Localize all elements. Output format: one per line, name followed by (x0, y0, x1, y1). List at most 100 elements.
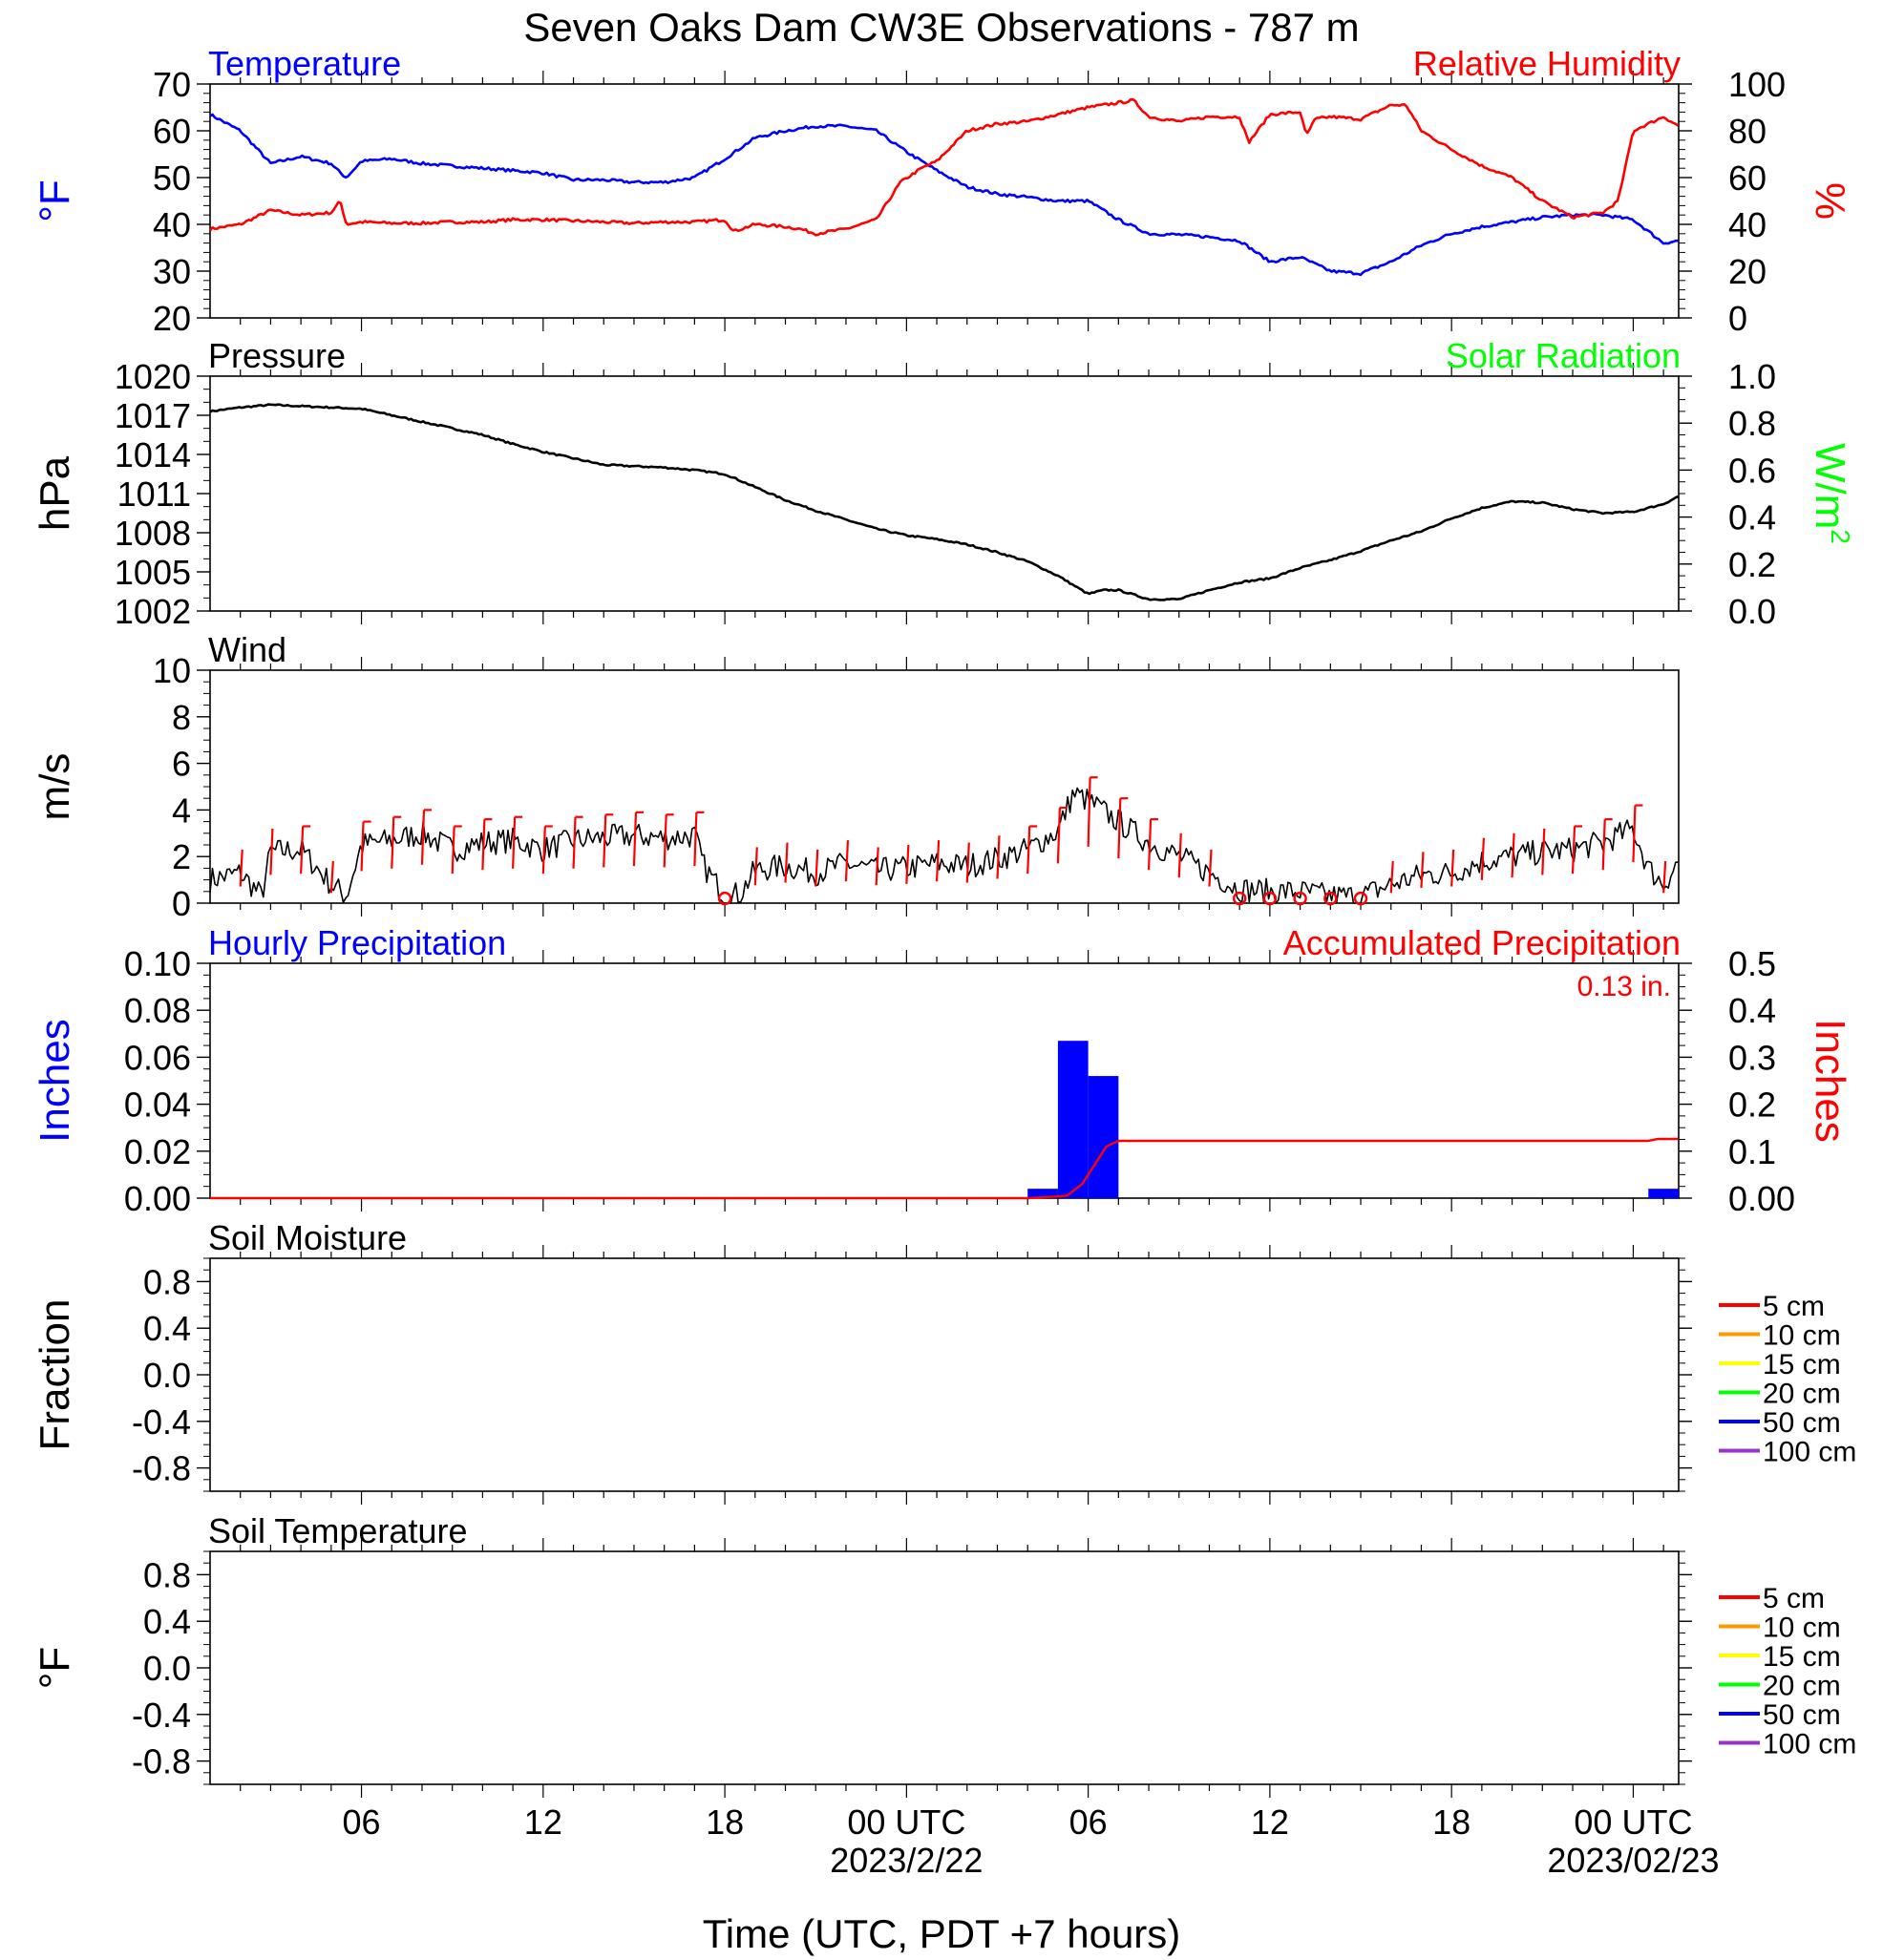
x-tick-label: 00 UTC (1574, 1802, 1692, 1842)
y-tick-label: 0.8 (143, 1555, 191, 1594)
wind-axis-label: m/s (32, 753, 78, 821)
y-tick-label: 0.8 (143, 1262, 191, 1301)
legend-label: 100 cm (1763, 1437, 1856, 1468)
wind-barb (300, 826, 305, 875)
page-title: Seven Oaks Dam CW3E Observations - 787 m (523, 5, 1359, 50)
panel-title-right-precip: Accumulated Precipitation (1283, 923, 1681, 962)
y-tick-label: 0.2 (1728, 545, 1776, 584)
x-tick-label: 18 (706, 1802, 744, 1842)
wind-barb (1571, 826, 1576, 875)
wind-barb (1541, 828, 1546, 875)
series-line-accumulated-precipitation (210, 1137, 1679, 1200)
x-tick-date: 2023/02/23 (1547, 1841, 1719, 1880)
wind-barb (753, 847, 758, 886)
wind-barb (784, 842, 789, 883)
panel-title-temperature: Temperature (208, 44, 401, 83)
wind-barb (965, 842, 970, 883)
wind-calm-marker (1323, 891, 1338, 906)
wind-barb (1389, 861, 1394, 894)
y-tick-label: -0.4 (132, 1402, 191, 1442)
wind-barb (391, 816, 395, 869)
wind-barb (1450, 849, 1455, 887)
panel-title-pressure: Pressure (208, 336, 346, 375)
y-tick-label: 6 (172, 745, 191, 784)
series-line-wind (209, 787, 1679, 904)
y-tick-label: 0.00 (1728, 1179, 1795, 1218)
wind-barb (572, 816, 577, 869)
y-tick-label: 0.0 (143, 1649, 191, 1688)
y-tick-label: 8 (172, 698, 191, 737)
wind-barb (815, 849, 819, 887)
wind-barb (603, 814, 607, 868)
y-tick-label: 0.0 (143, 1356, 191, 1395)
wind-barb (512, 816, 517, 869)
x-tick-label: 06 (1069, 1802, 1108, 1842)
wind-barb (632, 811, 638, 867)
wind-barb (663, 814, 667, 868)
panel-title-right-pressure: Solar Radiation (1446, 336, 1681, 375)
x-tick-label: 18 (1432, 1802, 1470, 1842)
x-tick-label: 12 (524, 1802, 562, 1842)
wind-barb (451, 826, 455, 875)
wind-barb (905, 844, 910, 884)
wind-barb (875, 847, 879, 886)
x-axis-title: Time (UTC, PDT +7 hours) (703, 1911, 1181, 1956)
wind-barb (360, 821, 365, 872)
y-tick-label: 0.08 (124, 991, 191, 1030)
y-tick-label: 100 (1728, 65, 1786, 104)
solar-axis-unit-exponent: 2 (1826, 529, 1855, 544)
y-tick-label: 20 (153, 299, 191, 338)
y-tick-label: 1005 (115, 553, 191, 592)
y-tick-label: 2 (172, 837, 191, 876)
humidity-axis-label: % (1807, 182, 1853, 220)
soil-temperature-axis-label: °F (32, 1647, 78, 1689)
y-tick-label: 0.8 (1728, 404, 1776, 443)
wind-calm-marker (1232, 891, 1247, 906)
wind-barb (329, 861, 334, 894)
x-tick-label: 00 UTC (847, 1802, 965, 1842)
pressure-axis-label: hPa (32, 455, 78, 531)
y-tick-label: 4 (172, 790, 191, 830)
panel-title-precip: Hourly Precipitation (208, 923, 506, 962)
y-tick-label: 0.4 (143, 1309, 191, 1348)
solar-axis-unit: W/m (1807, 443, 1853, 529)
temperature-axis-label: °F (32, 179, 78, 221)
panel-title-wind: Wind (208, 630, 286, 669)
wind-barb (1420, 852, 1425, 888)
y-tick-label: 60 (1728, 158, 1767, 198)
legend-label: 10 cm (1763, 1612, 1841, 1644)
series-line-relative-humidity (208, 97, 1680, 237)
legend-label: 20 cm (1763, 1671, 1841, 1702)
y-tick-label: 0.3 (1728, 1038, 1776, 1077)
y-tick-label: 40 (1728, 205, 1767, 244)
wind-barb (481, 819, 486, 871)
y-tick-label: 1008 (115, 514, 191, 553)
y-tick-label: 0.4 (1728, 498, 1776, 537)
y-tick-label: 0.0 (1728, 592, 1776, 631)
precip-bar (1088, 1076, 1119, 1198)
y-tick-label: 1014 (115, 435, 191, 474)
y-tick-label: 10 (153, 651, 191, 690)
y-tick-label: 0.06 (124, 1038, 191, 1077)
accum-precip-total: 0.13 in. (1577, 971, 1671, 1002)
legend-label: 15 cm (1763, 1349, 1841, 1380)
wind-barb (1087, 777, 1091, 847)
precip-bar (1057, 1041, 1089, 1198)
wind-barb (1480, 837, 1485, 880)
y-tick-label: 1017 (115, 396, 191, 435)
legend-label: 10 cm (1763, 1320, 1841, 1352)
solar-axis-label: W/m2 (1807, 443, 1855, 544)
y-tick-label: 1.0 (1728, 357, 1776, 396)
wind-barb (996, 835, 1001, 879)
legend-label: 100 cm (1763, 1729, 1856, 1760)
wind-barb (269, 828, 274, 875)
precip-bar (1648, 1189, 1679, 1198)
series-line-pressure (209, 403, 1679, 601)
wind-barb (1117, 798, 1122, 859)
wind-calm-marker (1262, 891, 1278, 906)
y-tick-label: 1020 (115, 357, 191, 396)
panel-title-soil-moisture: Soil Moisture (208, 1218, 407, 1257)
wind-barb (1511, 832, 1515, 878)
y-tick-label: 0 (172, 884, 191, 923)
